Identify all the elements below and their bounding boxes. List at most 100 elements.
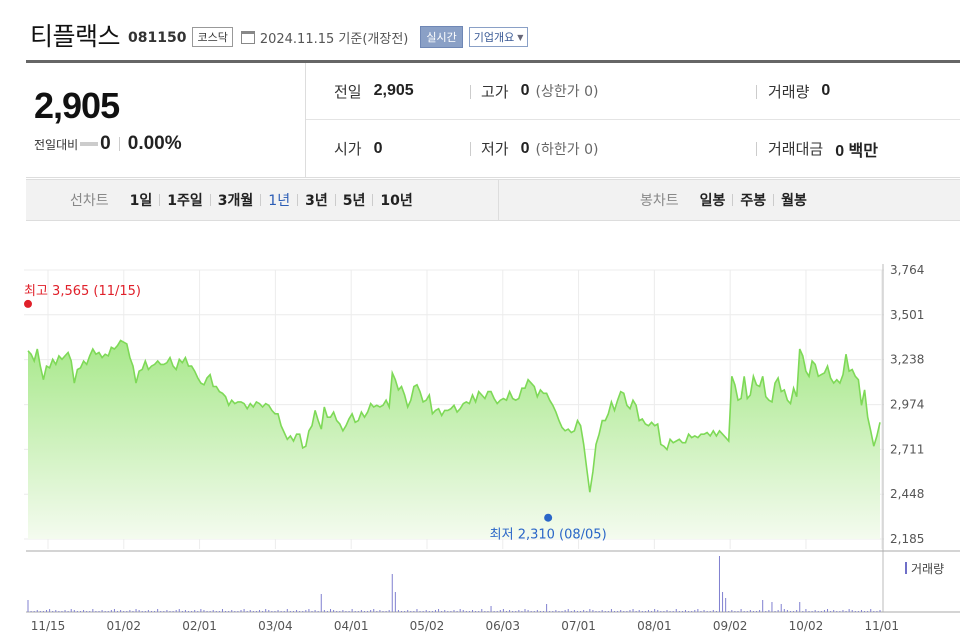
volume-bar [342, 610, 344, 612]
candle-tab-0[interactable]: 일봉 [699, 193, 726, 209]
volume-legend-label: 거래량 [911, 562, 944, 576]
volume-bar [123, 611, 125, 612]
volume-bar [388, 610, 390, 612]
volume-bar [536, 610, 538, 612]
volume-bar [36, 610, 38, 612]
volume-bar [644, 611, 646, 612]
volume-bar [92, 609, 94, 612]
calendar-icon [240, 30, 255, 44]
volume-bar [641, 611, 643, 612]
volume-bar [734, 611, 736, 612]
realtime-button[interactable]: 실시간 [420, 26, 463, 48]
volume-bar [870, 609, 872, 612]
volume-bar [635, 611, 637, 612]
y-tick-label: 3,501 [890, 308, 924, 322]
volume-bar [292, 611, 294, 612]
volume-bar [722, 592, 724, 612]
volume-bar [789, 611, 791, 612]
volume-bar [425, 610, 427, 612]
volume-bar [70, 609, 72, 612]
candle-tab-2[interactable]: 월봉 [781, 193, 807, 209]
volume-bar [799, 602, 801, 612]
volume-bar [774, 611, 776, 612]
volume-bar [515, 611, 517, 612]
volume-bar [502, 609, 504, 612]
price-summary: 2,905 전일대비 0 0.00% 전일 2,905 고가 0 (상한가 0)… [26, 60, 960, 178]
price-area [28, 340, 880, 539]
volume-bar [558, 611, 560, 612]
volume-bar [283, 611, 285, 612]
volume-bar [360, 610, 362, 612]
volume-bar [407, 610, 409, 612]
volume-bar [286, 609, 288, 612]
volume-bar [413, 611, 415, 612]
volume-bar [576, 611, 578, 612]
volume-bar [817, 611, 819, 612]
volume-bar [107, 611, 109, 612]
volume-bar [225, 611, 227, 612]
volume-bar [42, 611, 44, 612]
y-tick-label: 3,764 [890, 263, 924, 277]
divider [209, 194, 211, 206]
line-tab-0[interactable]: 1일 [129, 193, 153, 209]
line-tab-5[interactable]: 5년 [342, 193, 366, 209]
volume-bar [431, 611, 433, 612]
volume-bar [499, 610, 501, 612]
volume-bar [129, 610, 131, 612]
volume-bar [561, 611, 563, 612]
x-tick-label: 03/04 [258, 619, 293, 633]
volume-bar [475, 611, 477, 612]
volume-bar [857, 611, 859, 612]
candle-chart-label: 봉차트 [640, 193, 679, 209]
volume-bar [376, 611, 378, 612]
volume-bar [549, 611, 551, 612]
company-info-dropdown[interactable]: 기업개요 ▼ [468, 27, 529, 47]
volume-bar [848, 609, 850, 612]
volume-bar [629, 610, 631, 612]
stat-prev-close: 전일 2,905 [334, 81, 414, 102]
volume-bar [274, 611, 276, 612]
line-tab-6[interactable]: 10년 [380, 193, 413, 209]
volume-bar [410, 611, 412, 612]
volume-bar [444, 610, 446, 612]
line-tab-4[interactable]: 3년 [305, 193, 328, 209]
volume-bar [209, 611, 211, 612]
volume-bar [178, 609, 180, 612]
x-tick-label: 06/03 [485, 619, 520, 633]
volume-bar [610, 609, 612, 612]
line-tab-2[interactable]: 3개월 [217, 193, 254, 209]
volume-bar [783, 609, 785, 612]
open-label: 시가 [334, 140, 362, 158]
volume-bar [675, 609, 677, 612]
volume-bar [52, 611, 54, 612]
volume-bar [864, 611, 866, 612]
volume-bar [397, 610, 399, 612]
volume-bar [333, 610, 335, 612]
volume-bar [450, 611, 452, 612]
volume-bar [833, 610, 835, 612]
volume-bar [231, 610, 233, 612]
volume-bar [348, 611, 350, 612]
volume-bar [58, 611, 60, 612]
amount-label: 거래대금 [768, 140, 824, 158]
volume-bar [157, 609, 159, 612]
volume-bar [394, 592, 396, 612]
volume-bar [472, 610, 474, 612]
company-info-label: 기업개요 [473, 31, 515, 44]
volume-bar [255, 611, 257, 612]
line-tab-3[interactable]: 1년 [268, 193, 291, 209]
stat-low: 저가 0 (하한가 0) [481, 138, 598, 159]
volume-bar [459, 609, 461, 612]
y-tick-label: 3,238 [890, 353, 924, 367]
candle-tab-1[interactable]: 주봉 [740, 193, 767, 209]
divider [498, 180, 499, 220]
volume-bar [601, 610, 603, 612]
x-tick-label: 01/02 [106, 619, 141, 633]
volume-bar [487, 611, 489, 612]
line-tab-1[interactable]: 1주일 [167, 193, 203, 209]
volume-bar [827, 609, 829, 612]
volume-bar [780, 604, 782, 612]
volume-bar [468, 611, 470, 612]
line-chart-label: 선차트 [70, 193, 109, 209]
volume-bar [243, 609, 245, 612]
